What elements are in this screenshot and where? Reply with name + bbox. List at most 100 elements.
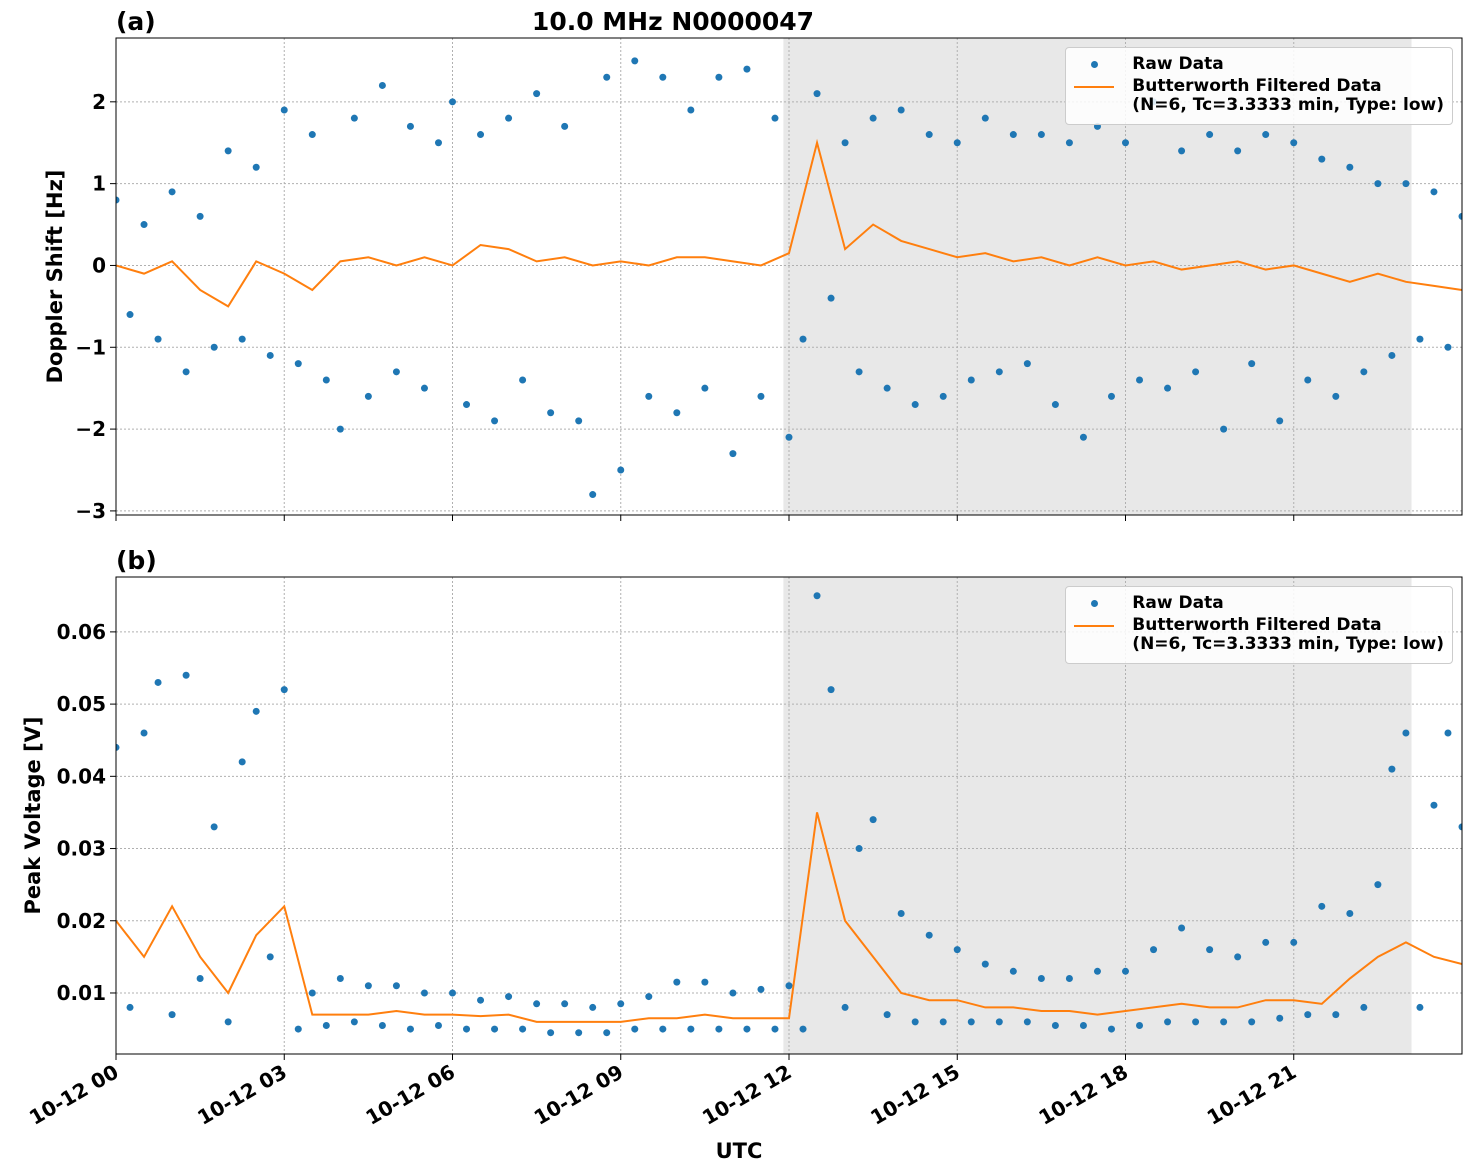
raw-point (855, 845, 863, 853)
raw-point (771, 1025, 779, 1033)
raw-point (827, 686, 835, 694)
raw-point (883, 1011, 891, 1019)
raw-point (715, 1025, 723, 1033)
panel-label: (a) (116, 7, 156, 36)
raw-point (519, 1025, 527, 1033)
raw-point (280, 106, 288, 114)
x-tick-label: 10-12 00 (25, 1060, 123, 1130)
raw-point (981, 114, 989, 122)
raw-point (1164, 384, 1172, 392)
raw-point (967, 376, 975, 384)
raw-point (1051, 1021, 1059, 1029)
x-tick-label: 10-12 09 (530, 1060, 628, 1130)
raw-point (210, 343, 218, 351)
raw-point (687, 106, 695, 114)
raw-point (743, 1025, 751, 1033)
raw-point (939, 392, 947, 400)
raw-point (925, 931, 933, 939)
legend-marker (1091, 61, 1099, 68)
plot-area (116, 592, 1462, 1037)
raw-point (406, 1025, 414, 1033)
raw-point (631, 57, 639, 65)
raw-point (757, 985, 765, 993)
raw-point (336, 975, 344, 983)
raw-point (322, 1021, 330, 1029)
raw-point (1220, 425, 1228, 433)
raw-point (575, 417, 583, 425)
raw-point (603, 73, 611, 81)
raw-point (547, 409, 555, 417)
raw-point (1276, 417, 1284, 425)
raw-point (406, 122, 414, 130)
y-tick-label: 0.05 (57, 692, 106, 716)
raw-point (575, 1029, 583, 1037)
raw-point (392, 368, 400, 376)
raw-point (841, 139, 849, 147)
raw-point (420, 989, 428, 997)
raw-point (1192, 368, 1200, 376)
raw-point (140, 221, 148, 229)
y-tick-label: 0.03 (57, 837, 106, 861)
raw-point (1430, 188, 1438, 196)
raw-point (154, 678, 162, 686)
raw-point (841, 1003, 849, 1011)
raw-point (645, 993, 653, 1001)
raw-point (1192, 1018, 1200, 1026)
raw-point (1290, 139, 1298, 147)
raw-point (294, 1025, 302, 1033)
raw-point (116, 196, 120, 204)
raw-point (322, 376, 330, 384)
raw-point (336, 425, 344, 433)
legend-label: Butterworth Filtered Data (N=6, Tc=3.333… (1132, 76, 1444, 115)
raw-point (897, 910, 905, 918)
raw-point (1262, 938, 1270, 946)
legend-marker (1091, 600, 1099, 607)
raw-point (1444, 729, 1452, 737)
raw-point (1360, 1003, 1368, 1011)
raw-point (378, 81, 386, 89)
x-tick-label: 10-12 21 (1203, 1060, 1301, 1130)
y-tick-label: −3 (75, 499, 106, 523)
raw-point (1304, 1011, 1312, 1019)
raw-point (617, 1000, 625, 1008)
raw-point (364, 392, 372, 400)
legend-entry: Raw Data (1074, 594, 1444, 613)
raw-point (1009, 131, 1017, 139)
raw-point (645, 392, 653, 400)
plot-area (116, 57, 1462, 499)
raw-point (252, 707, 260, 715)
raw-point (1150, 946, 1158, 954)
raw-point (168, 188, 176, 196)
raw-point (308, 131, 316, 139)
raw-point (911, 1018, 919, 1026)
x-tick-label: 10-12 18 (1034, 1060, 1132, 1130)
raw-point (827, 294, 835, 302)
x-tick-label: 10-12 03 (193, 1060, 291, 1130)
raw-point (196, 975, 204, 983)
y-tick-label: 0 (92, 253, 106, 277)
raw-point (561, 122, 569, 130)
legend-entry: Butterworth Filtered Data (N=6, Tc=3.333… (1074, 77, 1444, 115)
legend: Raw Data Butterworth Filtered Data (N=6, … (1065, 47, 1453, 125)
legend-key (1074, 594, 1114, 613)
raw-point (378, 1021, 386, 1029)
raw-point (505, 993, 513, 1001)
raw-point (953, 139, 961, 147)
y-axis-label: Doppler Shift [Hz] (43, 170, 67, 384)
raw-point (1079, 1021, 1087, 1029)
raw-point (364, 982, 372, 990)
raw-point (1416, 1003, 1424, 1011)
x-tick-label: 10-12 06 (361, 1060, 459, 1130)
raw-point (869, 816, 877, 824)
raw-point (1107, 1025, 1115, 1033)
raw-point (1276, 1014, 1284, 1022)
raw-point (897, 106, 905, 114)
raw-point (785, 982, 793, 990)
raw-point (1136, 1021, 1144, 1029)
raw-point (463, 401, 471, 409)
raw-point (266, 351, 274, 359)
raw-point (813, 90, 821, 98)
raw-point (1458, 823, 1462, 831)
raw-point (350, 114, 358, 122)
